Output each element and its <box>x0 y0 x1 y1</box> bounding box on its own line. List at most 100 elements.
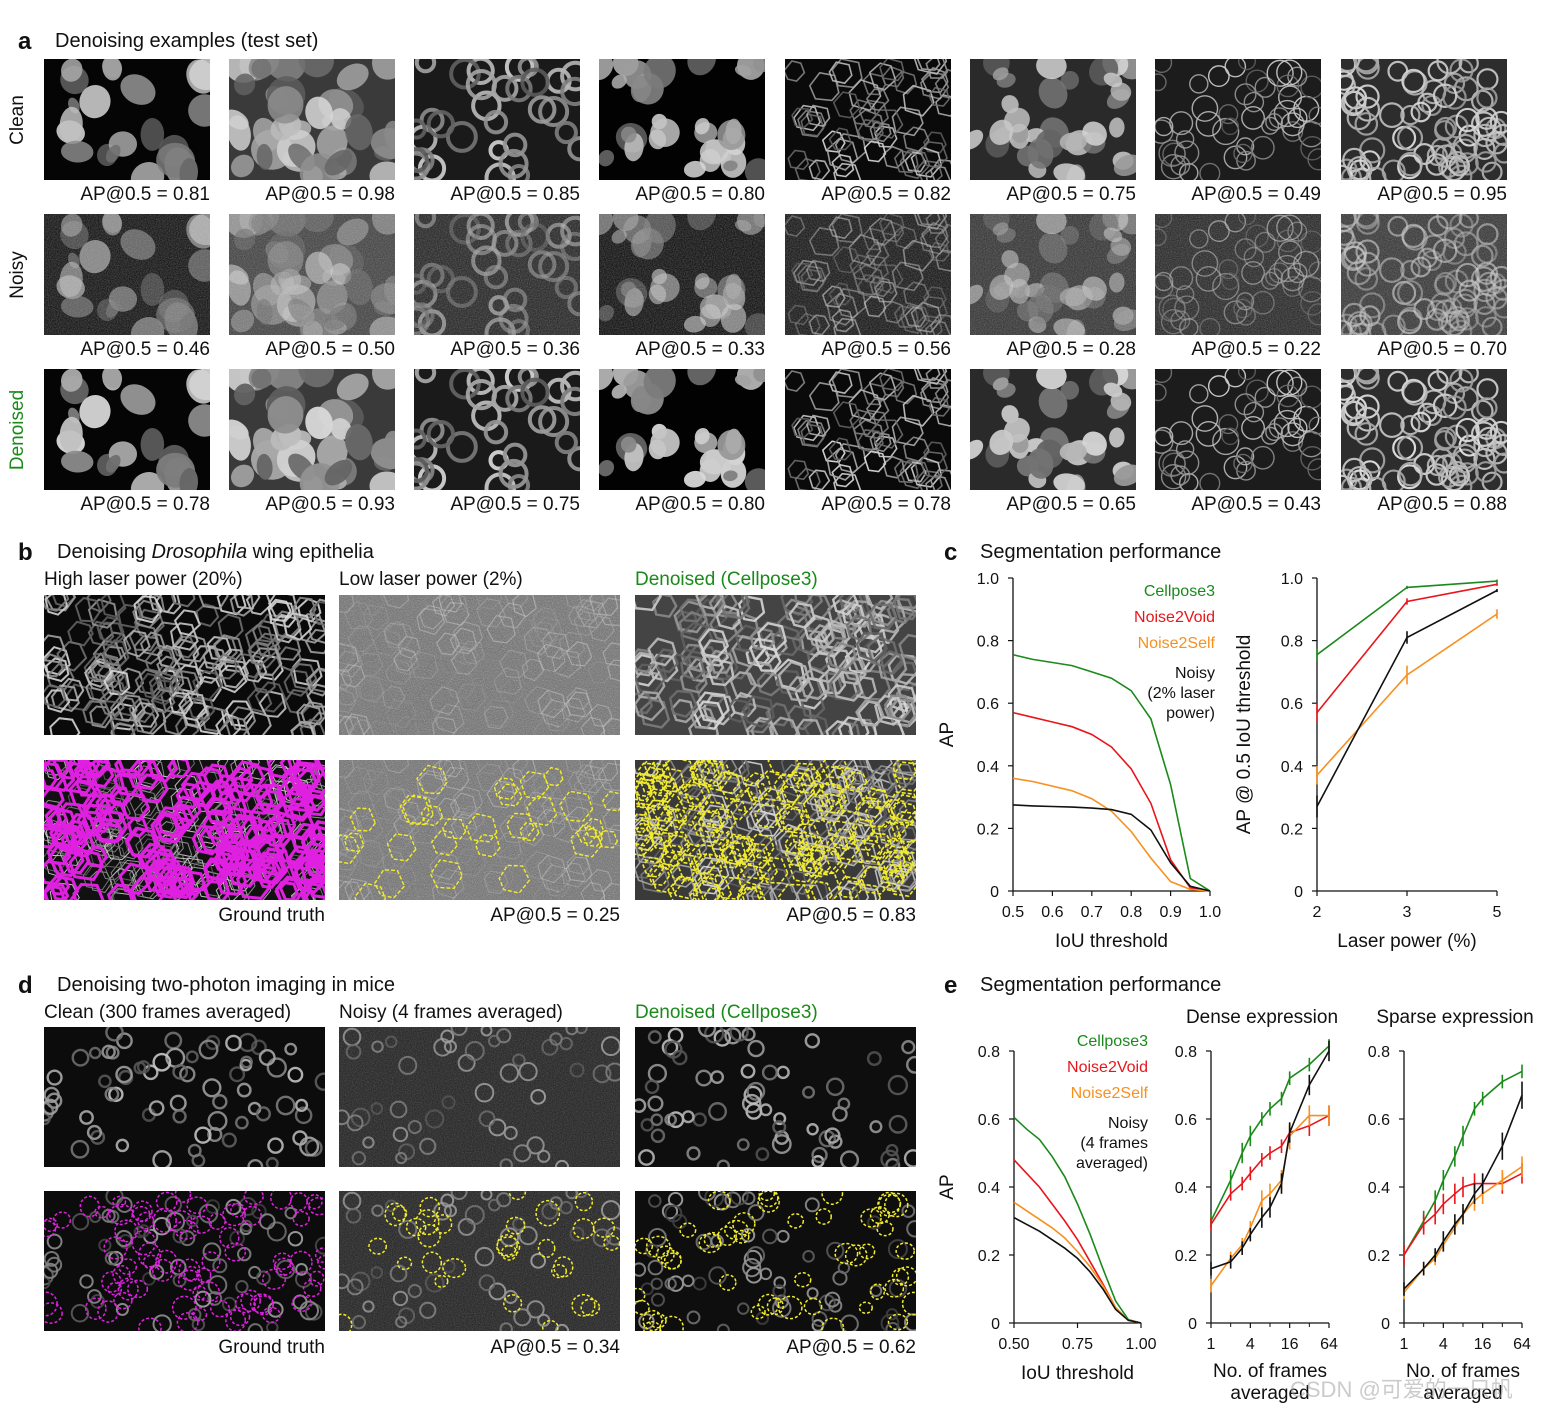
panel-d-caption-ap-noisy: AP@0.5 = 0.34 <box>490 1337 620 1358</box>
panel-a-ap-clean-4: AP@0.5 = 0.80 <box>635 184 765 205</box>
y-tick-label-e-left: 0.4 <box>978 1180 1000 1197</box>
panel-a-tile-denoised-5 <box>785 369 951 490</box>
x-tick-label-e-left: 0.50 <box>998 1336 1029 1353</box>
chart-e-left: 0 0.2 0.4 0.6 0.8 0.50 0.75 1.00 IoU threshold AP… <box>937 1033 1157 1384</box>
x-tick-label-e-right: 4 <box>1439 1336 1448 1353</box>
panel-a-tile-denoised-3 <box>414 369 580 490</box>
panel-e-title: Segmentation performance <box>980 974 1222 996</box>
panel-d-image-denoised-pred <box>635 1191 916 1331</box>
x-tick-label-e-mid: 1 <box>1207 1336 1216 1353</box>
panel-a-tile-denoised-7 <box>1155 369 1321 490</box>
series-line-e-mid-cellpose3 <box>1210 1045 1330 1222</box>
series-line-e-right-cellpose3 <box>1403 1070 1523 1256</box>
series-line-e-left-cellpose3 <box>1013 1116 1142 1324</box>
legend-entry-c-left-0: Cellpose3 <box>1144 583 1215 600</box>
panel-d-col-denoised: Denoised (Cellpose3) <box>635 1002 818 1023</box>
y-tick-label-e-mid: 0.8 <box>1175 1044 1197 1061</box>
series-line-e-right-noisy <box>1403 1094 1523 1290</box>
y-tick-label-e-mid: 0.4 <box>1175 1180 1197 1197</box>
x-axis-label-c-right: Laser power (%) <box>1337 931 1476 952</box>
y-tick-label-c-left: 0.2 <box>977 821 999 838</box>
panel-a-ap-denoised-6: AP@0.5 = 0.65 <box>1006 494 1136 515</box>
series-line-c-right-noisy <box>1316 589 1498 807</box>
y-tick-label-e-right: 0.6 <box>1368 1112 1390 1129</box>
panel-a-ap-denoised-8: AP@0.5 = 0.88 <box>1377 494 1507 515</box>
panel-b-image-high-laser <box>44 595 325 735</box>
x-tick-label-c-left: 0.7 <box>1081 904 1103 921</box>
series-line-e-left-noisy <box>1013 1216 1142 1324</box>
legend-entry-c-left-2: Noise2Self <box>1138 635 1216 652</box>
panel-a-ap-noisy-5: AP@0.5 = 0.56 <box>821 339 951 360</box>
panel-b-caption-ap-noisy: AP@0.5 = 0.25 <box>490 905 620 926</box>
x-tick-label-e-mid: 16 <box>1281 1336 1299 1353</box>
panel-a-ap-clean-7: AP@0.5 = 0.49 <box>1191 184 1321 205</box>
y-tick-label-e-right: 0.4 <box>1368 1180 1390 1197</box>
panel-a-tile-noisy-5 <box>785 214 951 335</box>
panel-b-caption-ground-truth: Ground truth <box>218 905 325 926</box>
x-tick-label-c-right: 3 <box>1403 904 1412 921</box>
panel-a-ap-noisy-4: AP@0.5 = 0.33 <box>635 339 765 360</box>
y-tick-label-c-right: 0 <box>1294 884 1303 901</box>
y-tick-label-e-mid: 0.6 <box>1175 1112 1197 1129</box>
x-tick-label-e-left: 0.75 <box>1062 1336 1093 1353</box>
y-tick-label-c-right: 1.0 <box>1281 571 1303 588</box>
panel-a-tile-clean-1 <box>44 59 210 180</box>
panel-b-image-ground-truth <box>44 760 325 900</box>
chart-e-mid: 0 0.2 0.4 0.6 0.8 1 4 16 64 No. of frames averaged… <box>1175 1007 1338 1404</box>
panel-a-ap-clean-6: AP@0.5 = 0.75 <box>1006 184 1136 205</box>
y-tick-label-c-right: 0.4 <box>1281 759 1303 776</box>
panel-a-ap-clean-3: AP@0.5 = 0.85 <box>450 184 580 205</box>
y-tick-label-e-right: 0 <box>1381 1316 1390 1333</box>
panel-d-caption-ground-truth: Ground truth <box>218 1337 325 1358</box>
legend-entry-e-left-0: Cellpose3 <box>1077 1033 1148 1050</box>
x-tick-label-e-right: 1 <box>1400 1336 1409 1353</box>
legend-entry-c-left-5: power) <box>1166 705 1215 722</box>
panel-b-image-noisy-pred <box>339 760 620 900</box>
panel-d-col-noisy: Noisy (4 frames averaged) <box>339 1002 563 1023</box>
y-axis-label-c-left: AP <box>937 722 958 747</box>
panel-b-image-low-laser <box>339 595 620 735</box>
panel-a-letter: a <box>18 28 32 55</box>
y-tick-label-e-left: 0.2 <box>978 1248 1000 1265</box>
panel-a-tile-clean-6 <box>970 59 1136 180</box>
panel-a-tile-denoised-8 <box>1341 369 1507 490</box>
series-line-e-mid-noisy <box>1210 1050 1330 1270</box>
legend-entry-c-left-4: (2% laser <box>1147 685 1215 702</box>
panel-e-letter: e <box>944 972 958 999</box>
y-tick-label-c-right: 0.6 <box>1281 696 1303 713</box>
y-tick-label-c-left: 0 <box>990 884 999 901</box>
panel-a-tile-denoised-4 <box>599 369 765 490</box>
panel-b-caption-ap-denoised: AP@0.5 = 0.83 <box>786 905 916 926</box>
panel-a-tile-noisy-6 <box>970 214 1136 335</box>
panel-a-tile-noisy-2 <box>229 214 395 335</box>
x-tick-label-e-left: 1.00 <box>1125 1336 1156 1353</box>
series-line-c-left-noise2void <box>1012 711 1211 892</box>
y-tick-label-c-left: 0.4 <box>977 759 999 776</box>
x-tick-label-e-right: 16 <box>1474 1336 1492 1353</box>
panel-b-title: Denoising Drosophila wing epithelia <box>57 541 374 563</box>
panel-a-tile-noisy-7 <box>1155 214 1321 335</box>
x-axis-label-e-left: IoU threshold <box>1021 1363 1134 1384</box>
x-tick-label-e-right: 64 <box>1513 1336 1531 1353</box>
panel-a-ap-noisy-8: AP@0.5 = 0.70 <box>1377 339 1507 360</box>
panel-d-image-denoised <box>635 1027 916 1167</box>
panel-d-col-clean: Clean (300 frames averaged) <box>44 1002 292 1023</box>
panel-d-image-noisy <box>339 1027 620 1167</box>
panel-b-image-denoised-pred <box>635 760 916 900</box>
series-line-e-right-noise2self <box>1403 1165 1523 1293</box>
panel-a-ap-denoised-4: AP@0.5 = 0.80 <box>635 494 765 515</box>
series-line-c-left-noise2self <box>1012 777 1211 892</box>
y-tick-label-c-right: 0.8 <box>1281 634 1303 651</box>
panel-a-tile-noisy-1 <box>44 214 210 335</box>
panel-a-tile-clean-3 <box>414 59 580 180</box>
panel-a-tile-clean-8 <box>1341 59 1507 180</box>
legend-entry-e-left-5: averaged) <box>1076 1155 1148 1172</box>
x-tick-label-c-left: 0.6 <box>1041 904 1063 921</box>
series-line-e-right-noise2void <box>1403 1172 1523 1256</box>
panel-a-ap-denoised-5: AP@0.5 = 0.78 <box>821 494 951 515</box>
chart-title-e-mid: Dense expression <box>1186 1007 1338 1028</box>
watermark: CSDN @可爱的一只帆 <box>1290 1377 1513 1402</box>
y-tick-label-c-left: 0.8 <box>977 634 999 651</box>
panel-c-title: Segmentation performance <box>980 541 1222 563</box>
